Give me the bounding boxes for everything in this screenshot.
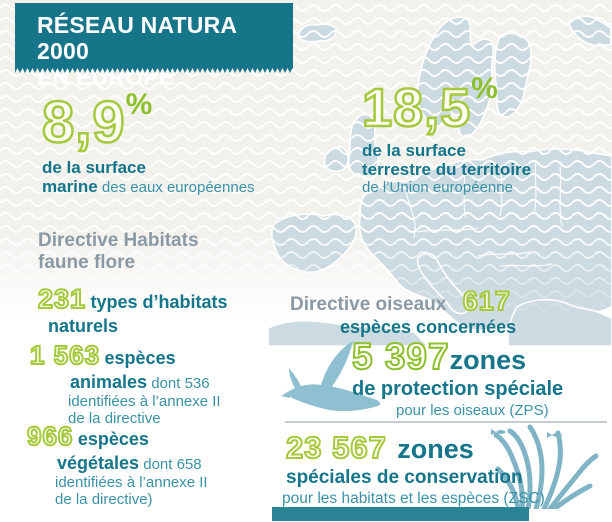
animal-species-label3: identifiées à l’annexe II [68, 393, 221, 410]
stat-terrestrial-caption2: terrestre du territoire [362, 160, 532, 179]
birds-directive-value: 617 [462, 285, 511, 317]
plant-species-label1: espèces [77, 429, 149, 449]
stat-marine-caption1: de la surface [42, 158, 146, 177]
fish-icon [491, 429, 562, 438]
animal-species-value: 1 563 [29, 339, 101, 371]
habitats-directive-title-line1: Directive Habitats [38, 230, 199, 251]
stat-terrestrial-caption3: de l’Union européenne [362, 179, 513, 196]
plant-species-label4: de la directive) [55, 491, 153, 508]
habitats-directive-title-line2: faune flore [38, 252, 136, 273]
zps-value: 5 397 [351, 335, 450, 378]
footer-bar [272, 507, 529, 521]
zsc-value: 23 567 [285, 429, 387, 466]
zsc-unit: zones [397, 434, 474, 464]
section-divider [285, 421, 607, 423]
animal-species-label2-rest: dont 536 [147, 375, 210, 392]
page-title: RÉSEAU NATURA 2000 EN EUROPE [37, 12, 293, 90]
plant-species-label2-bold: végétales [57, 453, 140, 473]
stat-marine-value: 8,9 [41, 89, 126, 157]
plant-species-label2-rest: dont 658 [139, 456, 202, 473]
plant-species-label3: identifiées à l’annexe II [55, 474, 208, 491]
zsc-label3: pour les habitats et les espèces (ZSC) [282, 490, 545, 507]
animal-species-label1: espèces [104, 348, 176, 368]
animal-species-label4: de la directive [68, 410, 161, 427]
stat-marine-percent-sign: % [125, 88, 153, 121]
stat-plant-species: 966 espèces végétales dont 658 identifié… [26, 420, 208, 508]
birds-directive-title: Directive oiseaux [290, 294, 447, 315]
zps-label2: de protection spéciale [352, 378, 564, 400]
zps-unit: zones [449, 345, 527, 375]
zigzag-edge-icon [15, 63, 293, 73]
stat-marine-surface: 8,9% de la surface marine des eaux europ… [41, 88, 255, 197]
habitat-types-value: 231 [37, 283, 87, 315]
coral-illustration [488, 424, 606, 509]
flying-bird-illustration [281, 341, 385, 420]
stat-marine-caption-bold: marine [42, 177, 98, 196]
stat-terrestrial-percent-sign: % [471, 72, 498, 105]
flying-bird-icon [281, 341, 381, 412]
stat-zps-zones: 5 397zones de protection spéciale pour l… [351, 335, 564, 419]
stat-zsc-zones: 23 567 zones spéciales de conservation p… [282, 429, 545, 507]
habitats-directive-title: Directive Habitats faune flore [38, 230, 199, 274]
stat-terrestrial-value: 18,5 [361, 77, 472, 140]
stat-terrestrial-caption1: de la surface [362, 141, 466, 160]
header-banner: RÉSEAU NATURA 2000 EN EUROPE [15, 3, 293, 90]
stat-marine-caption-rest: des eaux européennes [97, 179, 255, 196]
habitat-types-label1: types d’habitats [90, 292, 228, 312]
stat-animal-species: 1 563 espèces animales dont 536 identifi… [29, 339, 221, 427]
stat-habitat-types: 231 types d’habitats naturels [37, 283, 228, 336]
zsc-label2: spéciales de conservation [286, 467, 523, 488]
coral-icon [491, 424, 599, 509]
page-title-line1: RÉSEAU NATURA 2000 [37, 12, 237, 64]
plant-species-value: 966 [26, 420, 74, 452]
zps-label3: pour les oiseaux (ZPS) [396, 402, 549, 419]
habitat-types-label2: naturels [48, 316, 119, 336]
animal-species-label2-bold: animales [70, 372, 148, 392]
stat-birds-directive: Directive oiseaux 617 espèces concernées [290, 285, 517, 337]
birds-directive-label: espèces concernées [340, 317, 517, 337]
stat-terrestrial-surface: 18,5% de la surface terrestre du territo… [361, 72, 532, 197]
